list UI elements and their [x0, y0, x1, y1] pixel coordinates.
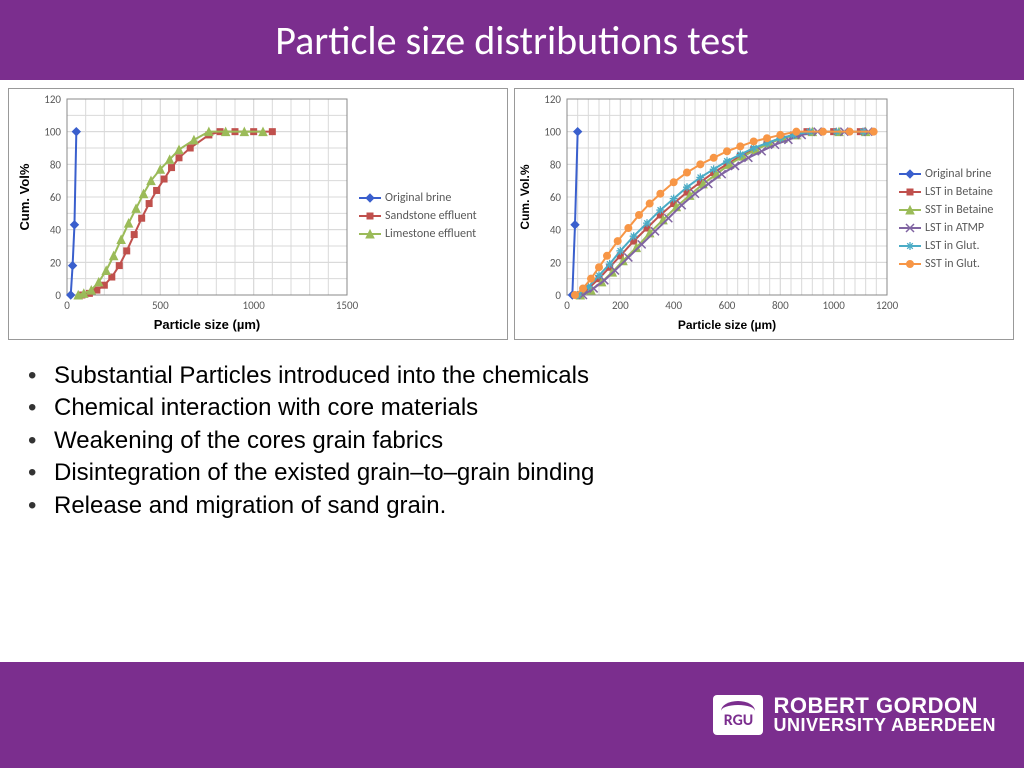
- svg-text:20: 20: [50, 256, 62, 269]
- footer-bar: RGU ROBERT GORDON UNIVERSITY ABERDEEN: [0, 662, 1024, 768]
- svg-text:Cum. Vol.%: Cum. Vol.%: [518, 164, 532, 229]
- legend-label: SST in Betaine: [925, 203, 993, 217]
- legend-label: LST in Betaine: [925, 185, 993, 199]
- rgu-badge-icon: RGU: [713, 695, 763, 735]
- svg-text:600: 600: [719, 299, 736, 312]
- page-title: Particle size distributions test: [275, 16, 748, 65]
- svg-text:Particle size (µm): Particle size (µm): [154, 317, 260, 332]
- svg-text:120: 120: [544, 93, 561, 106]
- legend-label: Limestone effluent: [385, 227, 476, 241]
- legend-label: SST in Glut.: [925, 257, 980, 271]
- legend-item: Original brine: [359, 189, 477, 207]
- bullet-item: Weakening of the cores grain fabrics: [36, 425, 1000, 457]
- svg-text:Cum. Vol%: Cum. Vol%: [17, 163, 32, 230]
- svg-text:0: 0: [564, 299, 570, 312]
- legend-item: Sandstone effluent: [359, 207, 477, 225]
- svg-text:40: 40: [550, 224, 562, 237]
- legend-item: SST in Betaine: [899, 201, 993, 219]
- legend-item: Limestone effluent: [359, 225, 477, 243]
- legend-label: LST in Glut.: [925, 239, 980, 253]
- left-chart-panel: 0 500 1000 1500 0 20 40 60 80 100 120 Particle size…: [8, 88, 508, 340]
- svg-text:1000: 1000: [243, 299, 266, 312]
- svg-text:0: 0: [55, 289, 61, 302]
- legend-item: LST in Glut.: [899, 237, 993, 255]
- bullet-list: Substantial Particles introduced into th…: [0, 344, 1024, 522]
- svg-text:1200: 1200: [876, 299, 899, 312]
- svg-text:Particle size (µm): Particle size (µm): [678, 318, 776, 332]
- right-chart-panel: 0 200 400 600 800 1000 1200 0 20 40 60 80 100 120 Part…: [514, 88, 1014, 340]
- svg-text:400: 400: [665, 299, 682, 312]
- legend-item: LST in ATMP: [899, 219, 993, 237]
- legend-label: LST in ATMP: [925, 221, 984, 235]
- legend-label: Sandstone effluent: [385, 209, 477, 223]
- bullet-item: Chemical interaction with core materials: [36, 392, 1000, 424]
- bullet-item: Substantial Particles introduced into th…: [36, 360, 1000, 392]
- svg-text:100: 100: [44, 126, 61, 139]
- svg-text:200: 200: [612, 299, 629, 312]
- title-bar: Particle size distributions test: [0, 0, 1024, 80]
- legend-label: Original brine: [385, 191, 451, 205]
- legend-label: Original brine: [925, 167, 991, 181]
- svg-text:20: 20: [550, 256, 562, 269]
- svg-text:500: 500: [152, 299, 169, 312]
- svg-text:0: 0: [555, 289, 561, 302]
- svg-text:80: 80: [550, 158, 562, 171]
- rgu-logo: RGU ROBERT GORDON UNIVERSITY ABERDEEN: [713, 695, 996, 735]
- legend-item: Original brine: [899, 165, 993, 183]
- rgu-badge-text: RGU: [724, 713, 754, 729]
- charts-row: 050010001500020406080100120Particle size…: [0, 80, 1024, 344]
- svg-text:1000: 1000: [823, 299, 846, 312]
- svg-text:100: 100: [544, 126, 561, 139]
- svg-text:800: 800: [772, 299, 789, 312]
- rgu-line2: UNIVERSITY ABERDEEN: [773, 717, 996, 734]
- svg-text:60: 60: [50, 191, 62, 204]
- svg-text:0: 0: [64, 299, 70, 312]
- bullet-item: Disintegration of the existed grain–to–g…: [36, 457, 1000, 489]
- svg-text:40: 40: [50, 224, 62, 237]
- rgu-line1: ROBERT GORDON: [773, 696, 996, 717]
- svg-text:1500: 1500: [336, 299, 359, 312]
- legend-item: SST in Glut.: [899, 255, 993, 273]
- rgu-text: ROBERT GORDON UNIVERSITY ABERDEEN: [773, 696, 996, 734]
- svg-text:80: 80: [50, 158, 62, 171]
- bullet-item: Release and migration of sand grain.: [36, 490, 1000, 522]
- legend-item: LST in Betaine: [899, 183, 993, 201]
- svg-text:60: 60: [550, 191, 562, 204]
- svg-text:120: 120: [44, 93, 61, 106]
